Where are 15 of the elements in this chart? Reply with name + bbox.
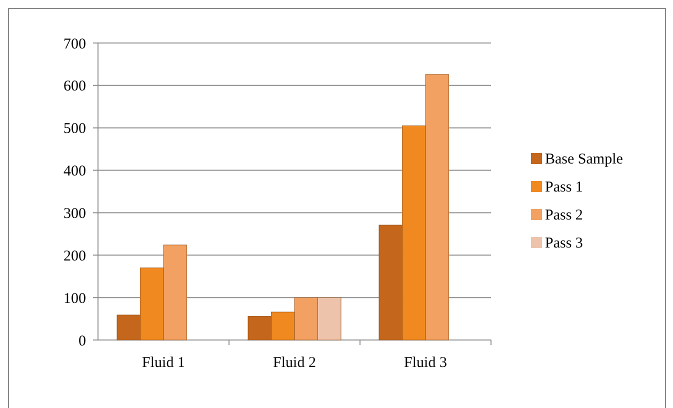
y-tick-label: 600	[64, 78, 86, 95]
x-tick-label: Fluid 2	[273, 355, 316, 371]
y-tick-label: 300	[64, 206, 86, 222]
y-tick-label: 400	[64, 164, 86, 180]
y-tick-label: 500	[64, 121, 86, 138]
y-tick-label: 700	[64, 36, 86, 52]
legend-label: Base Sample	[545, 151, 624, 168]
legend-label: Pass 2	[545, 207, 583, 224]
y-tick-label: 0	[78, 333, 86, 350]
x-tick-label: Fluid 1	[142, 355, 185, 371]
y-tick-label: 100	[64, 290, 86, 307]
legend-label: Pass 1	[545, 179, 583, 196]
x-tick-label: Fluid 3	[404, 355, 447, 371]
y-tick-label: 200	[64, 248, 86, 264]
legend-label: Pass 3	[545, 235, 583, 252]
